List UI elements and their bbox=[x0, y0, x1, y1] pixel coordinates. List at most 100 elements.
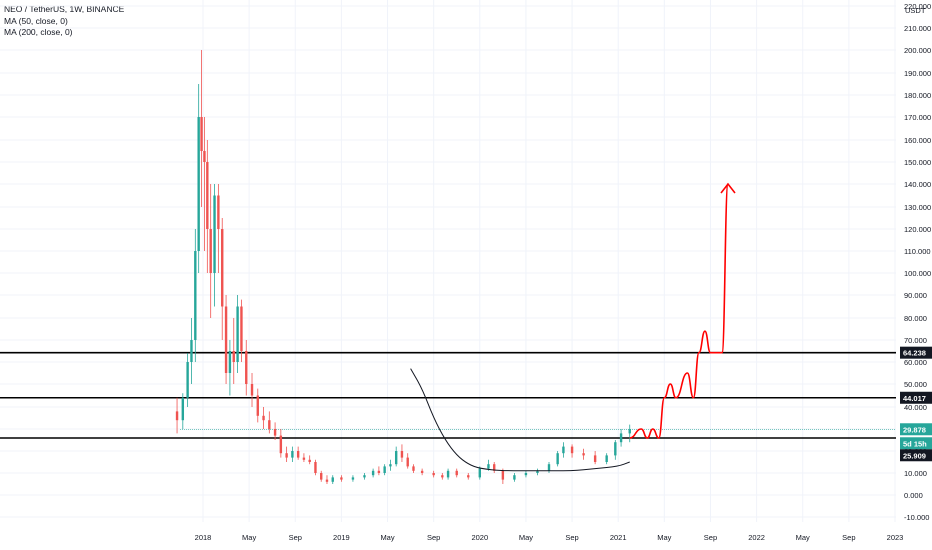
price-label: 64.238 bbox=[900, 346, 932, 359]
price-label: 29.878 bbox=[900, 423, 932, 436]
candle bbox=[441, 473, 444, 480]
y-tick-label: 50.000 bbox=[904, 380, 927, 389]
chart-legend: NEO / TetherUS, 1W, BINANCE MA (50, clos… bbox=[4, 4, 124, 39]
candle bbox=[181, 393, 185, 429]
y-tick-label: 210.000 bbox=[904, 24, 931, 33]
candle bbox=[186, 353, 189, 407]
x-tick-label: 2021 bbox=[610, 533, 627, 542]
candle bbox=[209, 184, 212, 318]
candle bbox=[371, 468, 375, 478]
y-tick-label: 100.000 bbox=[904, 269, 931, 278]
candle bbox=[224, 295, 228, 384]
candle bbox=[400, 444, 404, 462]
x-tick-label: Sep bbox=[289, 533, 302, 542]
time-axis[interactable]: 2018 May Sep 2019 May Sep 2020 May Sep 2021 May Sep… bbox=[195, 533, 904, 542]
candle bbox=[279, 429, 283, 458]
candle bbox=[285, 446, 288, 462]
candle bbox=[240, 299, 243, 362]
x-tick-label: May bbox=[657, 533, 671, 542]
candle bbox=[320, 470, 323, 482]
candle bbox=[232, 318, 235, 384]
candle bbox=[536, 468, 539, 476]
candle bbox=[377, 466, 381, 476]
candle bbox=[175, 397, 179, 434]
y-tick-label: 140.000 bbox=[904, 180, 931, 189]
candle bbox=[194, 229, 197, 362]
x-tick-label: May bbox=[380, 533, 394, 542]
x-tick-label: Sep bbox=[704, 533, 717, 542]
candle bbox=[513, 473, 516, 482]
x-tick-label: Sep bbox=[427, 533, 440, 542]
y-tick-label: 60.000 bbox=[904, 358, 927, 367]
candle bbox=[256, 388, 259, 423]
candle bbox=[467, 473, 470, 480]
price-label: 5d 15h bbox=[900, 437, 932, 450]
candle bbox=[493, 462, 496, 473]
candle bbox=[628, 424, 631, 443]
candle bbox=[296, 446, 300, 460]
candle bbox=[340, 475, 343, 482]
svg-text:44.017: 44.017 bbox=[903, 394, 926, 403]
chart-grid bbox=[0, 0, 896, 522]
y-tick-label: 80.000 bbox=[904, 314, 927, 323]
candle bbox=[291, 446, 294, 462]
price-label: 25.909 bbox=[900, 449, 932, 462]
y-tick-label: 10.000 bbox=[904, 469, 927, 478]
candle bbox=[206, 140, 209, 273]
projection-arrowhead bbox=[720, 182, 736, 194]
candle bbox=[308, 455, 311, 465]
candle bbox=[200, 50, 203, 207]
candle bbox=[547, 462, 551, 473]
candle bbox=[420, 468, 424, 476]
y-tick-label: 90.000 bbox=[904, 291, 927, 300]
candle bbox=[314, 459, 317, 476]
x-tick-label: 2023 bbox=[887, 533, 904, 542]
candle bbox=[217, 184, 220, 273]
projection-layer bbox=[629, 182, 736, 439]
price-labels: 64.238 44.017 29.878 5d 15h 25.909 bbox=[900, 346, 932, 462]
candle bbox=[455, 468, 458, 478]
x-tick-label: 2019 bbox=[333, 533, 350, 542]
y-tick-label: 200.000 bbox=[904, 46, 931, 55]
candle bbox=[406, 453, 409, 469]
legend-ma200: MA (200, close, 0) bbox=[4, 27, 73, 37]
candle bbox=[245, 340, 248, 396]
y-tick-label: -10.000 bbox=[904, 513, 929, 522]
candle bbox=[582, 448, 585, 460]
candle bbox=[524, 470, 528, 478]
x-tick-label: 2022 bbox=[748, 533, 765, 542]
y-tick-label: 130.000 bbox=[904, 203, 931, 212]
x-tick-label: 2020 bbox=[471, 533, 488, 542]
x-tick-label: 2018 bbox=[195, 533, 212, 542]
candle bbox=[213, 184, 216, 307]
x-tick-label: Sep bbox=[565, 533, 578, 542]
candle bbox=[478, 466, 481, 480]
svg-text:29.878: 29.878 bbox=[903, 425, 926, 434]
legend-symbol: NEO / TetherUS, 1W, BINANCE bbox=[4, 4, 125, 14]
candle bbox=[501, 468, 505, 484]
svg-text:64.238: 64.238 bbox=[903, 349, 926, 358]
y-tick-label: 150.000 bbox=[904, 158, 931, 167]
candle bbox=[351, 475, 355, 482]
candle bbox=[363, 473, 366, 480]
candle bbox=[619, 429, 623, 447]
candle bbox=[325, 475, 329, 484]
candle bbox=[221, 218, 224, 340]
y-tick-label: 190.000 bbox=[904, 69, 931, 78]
y-tick-label: 170.000 bbox=[904, 113, 931, 122]
candle bbox=[412, 464, 415, 473]
x-tick-label: May bbox=[242, 533, 256, 542]
candle bbox=[203, 117, 206, 251]
candle bbox=[432, 470, 435, 478]
y-tick-label: 160.000 bbox=[904, 136, 931, 145]
price-label: 44.017 bbox=[900, 391, 932, 404]
candles-layer bbox=[175, 50, 631, 484]
candle bbox=[331, 475, 334, 484]
y-tick-label: 180.000 bbox=[904, 91, 931, 100]
candle bbox=[593, 451, 597, 465]
svg-text:5d 15h: 5d 15h bbox=[903, 439, 927, 448]
candle bbox=[614, 440, 617, 460]
y-tick-label: 70.000 bbox=[904, 336, 927, 345]
candle bbox=[605, 453, 608, 465]
